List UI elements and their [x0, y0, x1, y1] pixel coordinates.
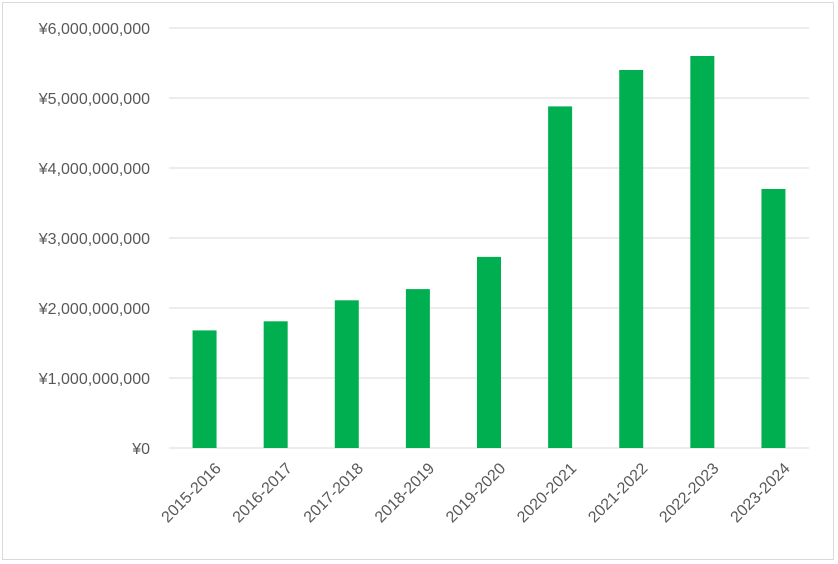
bar-2021-2022: [619, 70, 644, 448]
bar-2015-2016: [192, 330, 217, 448]
y-axis-tick-labels: ¥0 ¥1,000,000,000 ¥2,000,000,000 ¥3,000,000…: [38, 21, 150, 458]
bar-2017-2018: [334, 300, 359, 448]
bar-2023-2024: [761, 189, 786, 448]
x-tick-label: 2018-2019: [372, 460, 438, 526]
bar-2016-2017: [263, 321, 288, 448]
y-tick-label: ¥3,000,000,000: [38, 231, 150, 248]
bar-2020-2021: [548, 106, 573, 449]
x-tick-label: 2015-2016: [159, 460, 225, 526]
bar-2022-2023: [690, 56, 715, 448]
bars: [192, 56, 786, 449]
x-tick-label: 2016-2017: [230, 460, 296, 526]
y-tick-label: ¥2,000,000,000: [38, 301, 150, 318]
bar-2019-2020: [477, 256, 501, 448]
y-tick-label: ¥5,000,000,000: [38, 91, 150, 108]
x-tick-label: 2022-2023: [656, 460, 722, 526]
x-tick-label: 2023-2024: [728, 460, 794, 526]
y-tick-label: ¥1,000,000,000: [38, 371, 150, 388]
x-tick-label: 2019-2020: [443, 460, 509, 526]
y-tick-label: ¥6,000,000,000: [38, 21, 150, 38]
x-tick-label: 2020-2021: [514, 460, 580, 526]
y-tick-label: ¥0: [131, 441, 150, 458]
x-tick-label: 2021-2022: [585, 460, 651, 526]
x-axis-tick-labels: 2015-2016 2016-2017 2017-2018 2018-2019 2019…: [159, 460, 794, 526]
y-tick-label: ¥4,000,000,000: [38, 161, 150, 178]
x-tick-label: 2017-2018: [301, 460, 367, 526]
bar-2018-2019: [405, 289, 430, 448]
